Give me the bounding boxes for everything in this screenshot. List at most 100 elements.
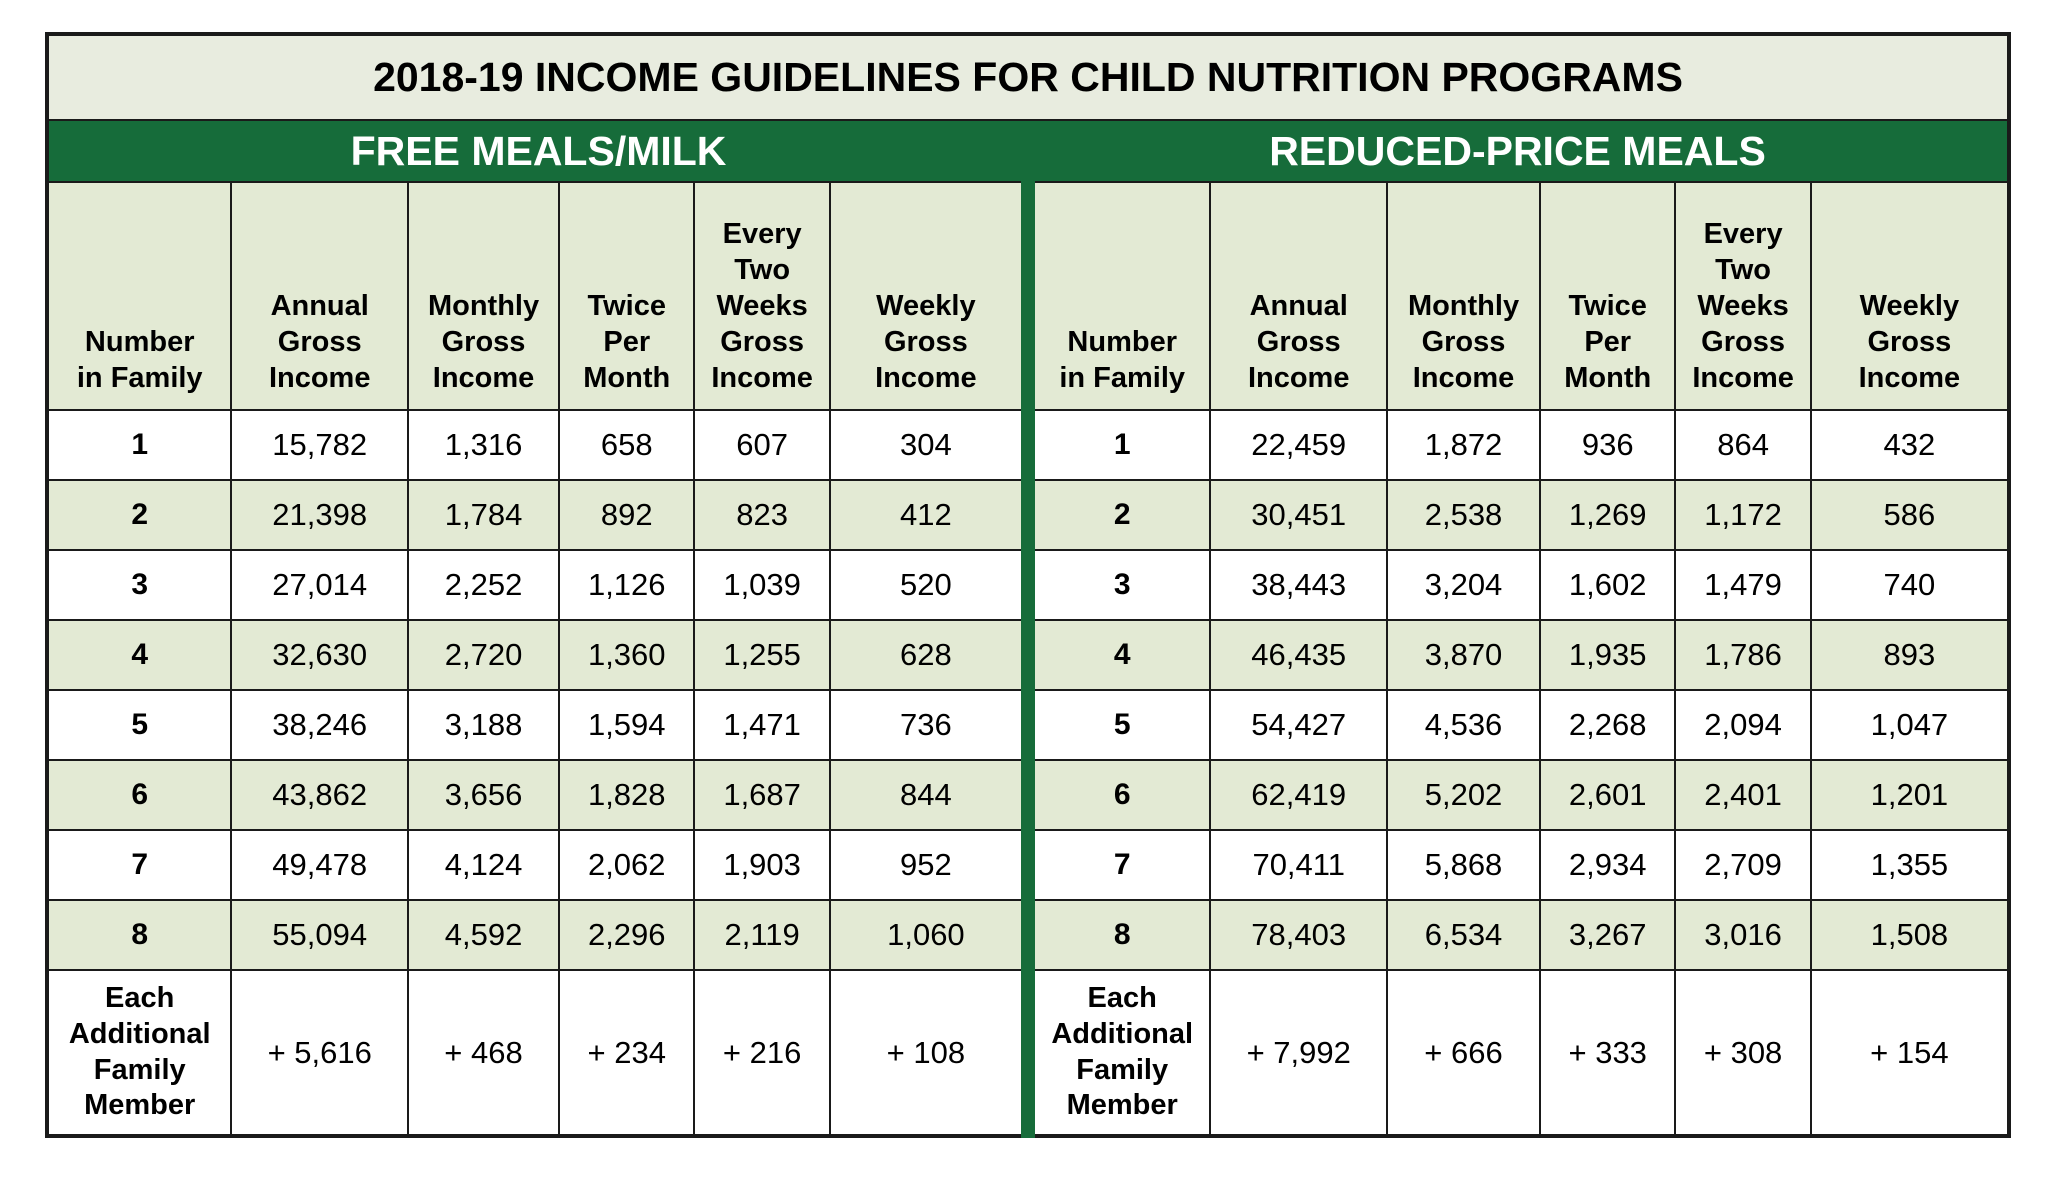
value-cell: + 216: [693, 969, 831, 1137]
family-size-cell: 6: [45, 759, 233, 831]
value-cell: 5,868: [1385, 829, 1542, 901]
value-cell: 607: [693, 409, 831, 481]
value-cell: 1,479: [1674, 549, 1812, 621]
value-cell: 43,862: [230, 759, 409, 831]
col-header-twice-reduced: Twice Per Month: [1539, 181, 1677, 411]
family-size-cell: 5: [45, 689, 233, 761]
value-cell: 1,126: [558, 549, 696, 621]
value-cell: 304: [828, 409, 1029, 481]
value-cell: 15,782: [230, 409, 409, 481]
value-cell: 6,534: [1385, 899, 1542, 971]
value-cell: 32,630: [230, 619, 409, 691]
section-label-free: FREE MEALS/MILK: [350, 127, 727, 174]
value-cell: 3,016: [1674, 899, 1812, 971]
value-cell: 1,903: [693, 829, 831, 901]
value-cell: 62,419: [1209, 759, 1388, 831]
column-header-row: Number in Family Annual Gross Income Mon…: [45, 181, 2011, 411]
value-cell: + 666: [1385, 969, 1542, 1137]
family-size-cell: 2: [45, 479, 233, 551]
value-cell: 1,360: [558, 619, 696, 691]
value-cell: 1,935: [1539, 619, 1677, 691]
value-cell: 2,538: [1385, 479, 1542, 551]
value-cell: 892: [558, 479, 696, 551]
value-cell: 55,094: [230, 899, 409, 971]
value-cell: 1,784: [406, 479, 561, 551]
col-header-annual-reduced: Annual Gross Income: [1209, 181, 1388, 411]
row-family-6: 6 43,862 3,656 1,828 1,687 844 6 62,419 …: [45, 759, 2011, 831]
value-cell: 1,255: [693, 619, 831, 691]
section-band-flex: FREE MEALS/MILK REDUCED-PRICE MEALS: [49, 122, 2007, 180]
value-cell: 586: [1809, 479, 2011, 551]
value-cell: 2,252: [406, 549, 561, 621]
value-cell: 1,039: [693, 549, 831, 621]
value-cell: 1,508: [1809, 899, 2011, 971]
value-cell: 1,687: [693, 759, 831, 831]
col-header-monthly-reduced: Monthly Gross Income: [1385, 181, 1542, 411]
value-cell: 658: [558, 409, 696, 481]
value-cell: 22,459: [1209, 409, 1388, 481]
value-cell: 2,268: [1539, 689, 1677, 761]
value-cell: 2,296: [558, 899, 696, 971]
row-family-4: 4 32,630 2,720 1,360 1,255 628 4 46,435 …: [45, 619, 2011, 691]
family-size-cell: 3: [1020, 549, 1212, 621]
value-cell: 1,602: [1539, 549, 1677, 621]
value-cell: 5,202: [1385, 759, 1542, 831]
value-cell: 2,062: [558, 829, 696, 901]
value-cell: 3,870: [1385, 619, 1542, 691]
value-cell: + 7,992: [1209, 969, 1388, 1137]
value-cell: 2,601: [1539, 759, 1677, 831]
value-cell: 30,451: [1209, 479, 1388, 551]
value-cell: 2,934: [1539, 829, 1677, 901]
value-cell: 4,536: [1385, 689, 1542, 761]
value-cell: 2,094: [1674, 689, 1812, 761]
value-cell: 864: [1674, 409, 1812, 481]
section-band-row: FREE MEALS/MILK REDUCED-PRICE MEALS: [46, 119, 2010, 183]
value-cell: + 468: [406, 969, 561, 1137]
col-header-monthly-free: Monthly Gross Income: [406, 181, 561, 411]
value-cell: 1,172: [1674, 479, 1812, 551]
value-cell: 21,398: [230, 479, 409, 551]
value-cell: 2,709: [1674, 829, 1812, 901]
row-family-5: 5 38,246 3,188 1,594 1,471 736 5 54,427 …: [45, 689, 2011, 761]
family-size-cell: 5: [1020, 689, 1212, 761]
row-family-8: 8 55,094 4,592 2,296 2,119 1,060 8 78,40…: [45, 899, 2011, 971]
value-cell: 1,047: [1809, 689, 2011, 761]
value-cell: + 108: [828, 969, 1029, 1137]
value-cell: 70,411: [1209, 829, 1388, 901]
row-family-3: 3 27,014 2,252 1,126 1,039 520 3 38,443 …: [45, 549, 2011, 621]
value-cell: 1,594: [558, 689, 696, 761]
value-cell: + 234: [558, 969, 696, 1137]
value-cell: 38,246: [230, 689, 409, 761]
section-band: FREE MEALS/MILK REDUCED-PRICE MEALS: [46, 119, 2010, 183]
value-cell: 952: [828, 829, 1029, 901]
value-cell: 3,267: [1539, 899, 1677, 971]
value-cell: + 5,616: [230, 969, 409, 1137]
value-cell: 4,592: [406, 899, 561, 971]
value-cell: 1,355: [1809, 829, 2011, 901]
value-cell: 1,828: [558, 759, 696, 831]
col-header-biweekly-reduced: Every Two Weeks Gross Income: [1674, 181, 1812, 411]
family-size-cell: 7: [45, 829, 233, 901]
family-size-cell: 4: [45, 619, 233, 691]
income-guidelines-table: 2018-19 INCOME GUIDELINES FOR CHILD NUTR…: [45, 32, 2011, 1138]
additional-member-label: Each Additional Family Member: [1020, 969, 1212, 1137]
value-cell: 740: [1809, 549, 2011, 621]
value-cell: 1,201: [1809, 759, 2011, 831]
value-cell: 49,478: [230, 829, 409, 901]
value-cell: 1,786: [1674, 619, 1812, 691]
family-size-cell: 3: [45, 549, 233, 621]
page-title: 2018-19 INCOME GUIDELINES FOR CHILD NUTR…: [46, 33, 2010, 121]
col-header-weekly-reduced: Weekly Gross Income: [1809, 181, 2011, 411]
value-cell: 1,872: [1385, 409, 1542, 481]
family-size-cell: 8: [1020, 899, 1212, 971]
value-cell: + 333: [1539, 969, 1677, 1137]
value-cell: 2,119: [693, 899, 831, 971]
value-cell: + 308: [1674, 969, 1812, 1137]
value-cell: 3,204: [1385, 549, 1542, 621]
value-cell: 27,014: [230, 549, 409, 621]
value-cell: 1,316: [406, 409, 561, 481]
col-header-weekly-free: Weekly Gross Income: [828, 181, 1029, 411]
section-label-reduced: REDUCED-PRICE MEALS: [1269, 127, 1766, 174]
family-size-cell: 2: [1020, 479, 1212, 551]
value-cell: + 154: [1809, 969, 2011, 1137]
